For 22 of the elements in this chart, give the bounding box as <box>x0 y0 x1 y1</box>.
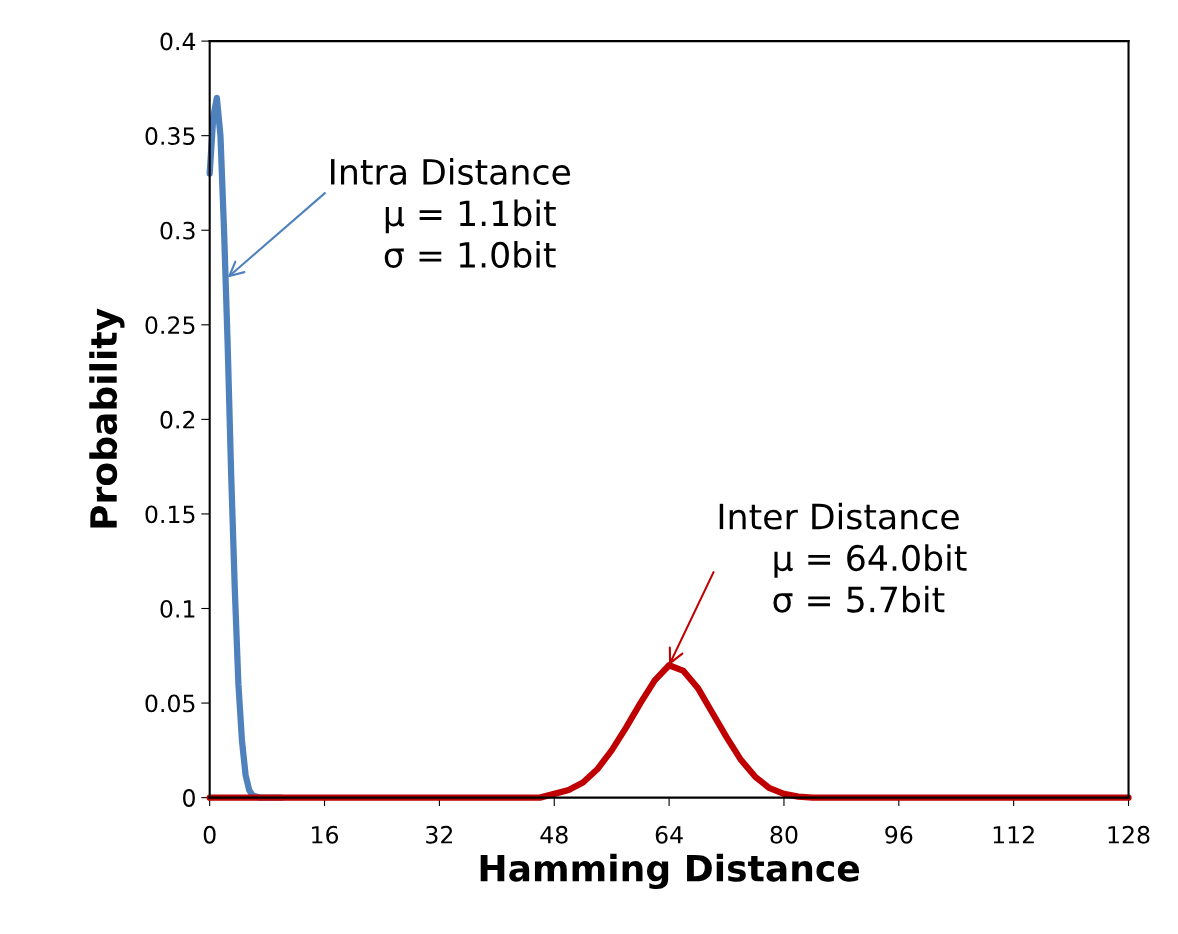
x-tick-label: 96 <box>885 825 913 844</box>
y-tick-label: 0.35 <box>145 127 195 145</box>
y-axis-title: Probability <box>89 308 125 528</box>
x-tick-label: 48 <box>540 825 568 844</box>
y-tick-label: 0 <box>183 789 195 807</box>
y-tick-label: 0.2 <box>160 410 195 429</box>
annotation: Intra Distance μ = 1.1bit σ = 1.0bit <box>331 158 571 268</box>
y-tick-label: 0.15 <box>145 505 195 524</box>
annotation: Inter Distance μ = 64.0bit σ = 5.7bit <box>719 502 967 613</box>
x-tick-label: 80 <box>770 825 798 844</box>
y-tick-label: 0.05 <box>145 694 195 713</box>
x-tick-label: 128 <box>1108 825 1150 844</box>
y-tick-label: 0.25 <box>145 316 195 335</box>
y-tick-label: 0.1 <box>160 599 195 618</box>
x-axis-title: Hamming Distance <box>480 853 860 890</box>
y-tick-label: 0.4 <box>160 32 196 51</box>
x-tick-label: 16 <box>312 825 339 844</box>
x-tick-label: 112 <box>993 825 1034 844</box>
y-tick-label: 0.3 <box>160 221 195 240</box>
x-tick-label: 64 <box>655 825 683 844</box>
x-tick-label: 32 <box>426 825 453 844</box>
x-tick-label: 0 <box>203 825 216 844</box>
